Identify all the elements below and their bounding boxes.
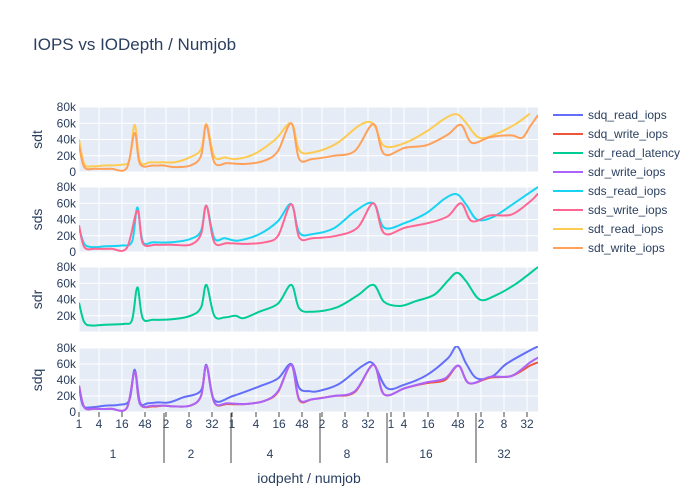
legend-item-sds_write_iops[interactable]: sds_write_iops <box>553 203 667 217</box>
y-tick-label: 60k <box>57 357 77 371</box>
x-tick-label: 48 <box>451 417 465 431</box>
x-tick-label: 1 <box>76 417 83 431</box>
y-tick-label: 80k <box>57 180 77 194</box>
legend-label: sds_write_iops <box>588 203 667 217</box>
y-tick-label: 80k <box>57 341 77 355</box>
panel-sdt: 0 20k 40k 60k 80k sdt <box>29 100 538 179</box>
y-tick-label: 80k <box>57 260 77 274</box>
x-group-label: 1 <box>110 447 117 461</box>
x-tick-label: 48 <box>138 417 152 431</box>
legend-label: sdq_read_iops <box>588 108 667 122</box>
legend-item-sdr_read_latency[interactable]: sdr_read_latency <box>553 146 680 160</box>
y-tick-label: 40k <box>57 133 77 147</box>
x-tick-label: 8 <box>186 417 193 431</box>
x-tick-label: 2 <box>319 417 326 431</box>
y-tick-label: 40k <box>57 293 77 307</box>
y-tick-label: 20k <box>57 309 77 323</box>
x-tick-label: 4 <box>253 417 260 431</box>
panel-sds: 0 20k 40k 60k 80k sds <box>29 180 538 259</box>
legend-item-sdt_read_iops[interactable]: sdt_read_iops <box>553 222 663 236</box>
y-tick-label: 20k <box>57 389 77 403</box>
x-tick-label: 2 <box>163 417 170 431</box>
panel-sdr: 20k 40k 60k 80k sdr <box>29 260 538 333</box>
subplot-panels: 0 20k 40k 60k 80k sdt 0 20k 40k 60k 80k sds 20k 40k 60… <box>29 100 538 419</box>
x-tick-label: 4 <box>96 417 103 431</box>
y-tick-label: 60k <box>57 116 77 130</box>
series-line-sdq_read_iops <box>79 346 538 409</box>
legend-item-sdr_write_iops[interactable]: sdr_write_iops <box>553 165 665 179</box>
x-axis-label: iodpeht / numjob <box>257 470 361 486</box>
x-group-label: 32 <box>497 447 511 461</box>
x-group-label: 2 <box>188 447 195 461</box>
x-tick-label: 32 <box>205 417 219 431</box>
y-tick-label: 40k <box>57 373 77 387</box>
chart-title: IOPS vs IODepth / Numjob <box>33 35 236 54</box>
y-tick-label: 20k <box>57 229 77 243</box>
x-tick-label: 4 <box>401 417 408 431</box>
x-tick-label: 8 <box>501 417 508 431</box>
series-line-sds_read_iops <box>79 186 538 249</box>
series-line-sdt_write_iops <box>79 114 538 172</box>
legend-item-sds_read_iops[interactable]: sds_read_iops <box>553 184 666 198</box>
y-axis-label: sdq <box>29 369 45 392</box>
x-tick-label: 32 <box>361 417 375 431</box>
y-tick-label: 60k <box>57 196 77 210</box>
x-tick-label: 2 <box>478 417 485 431</box>
legend-item-sdq_write_iops[interactable]: sdq_write_iops <box>553 127 668 141</box>
legend-label: sdq_write_iops <box>588 127 668 141</box>
x-group-label: 16 <box>419 447 433 461</box>
legend[interactable]: sdq_read_iops sdq_write_iops sdr_read_late… <box>553 108 680 255</box>
x-tick-label: 1 <box>229 417 236 431</box>
y-axis-label: sdt <box>29 130 45 149</box>
x-tick-label: 16 <box>272 417 286 431</box>
x-tick-label: 16 <box>115 417 129 431</box>
x-group-label: 4 <box>267 447 274 461</box>
series-line-sdr_write_iops <box>79 356 538 412</box>
x-tick-label: 32 <box>520 417 534 431</box>
x-tick-label: 48 <box>295 417 309 431</box>
y-tick-label: 0 <box>69 165 76 179</box>
y-tick-label: 20k <box>57 149 77 163</box>
x-group-label: 8 <box>344 447 351 461</box>
y-tick-label: 0 <box>69 245 76 259</box>
x-tick-label: 1 <box>388 417 395 431</box>
legend-label: sdr_write_iops <box>588 165 665 179</box>
y-tick-label: 80k <box>57 100 77 114</box>
series-line-sds_write_iops <box>79 192 538 252</box>
series-line-sdr_read_latency <box>79 266 538 327</box>
y-tick-label: 0 <box>69 405 76 419</box>
y-tick-label: 40k <box>57 213 77 227</box>
x-tick-label: 16 <box>421 417 435 431</box>
legend-item-sdt_write_iops[interactable]: sdt_write_iops <box>553 241 665 255</box>
x-axis: 1 4 16 48 2 8 32 1 4 16 48 2 8 32 1 4 16 48 2 8 321 2 4 8 16 32 <box>76 412 534 463</box>
series-line-sdt_read_iops <box>79 112 531 168</box>
x-tick-label: 8 <box>342 417 349 431</box>
legend-label: sds_read_iops <box>588 184 666 198</box>
legend-label: sdr_read_latency <box>588 146 680 160</box>
y-tick-label: 60k <box>57 276 77 290</box>
y-axis-label: sdr <box>29 289 45 309</box>
panel-sdq: 0 20k 40k 60k 80k sdq <box>29 341 538 419</box>
legend-label: sdt_read_iops <box>588 222 663 236</box>
legend-item-sdq_read_iops[interactable]: sdq_read_iops <box>553 108 667 122</box>
y-axis-label: sds <box>29 209 45 231</box>
legend-label: sdt_write_iops <box>588 241 665 255</box>
